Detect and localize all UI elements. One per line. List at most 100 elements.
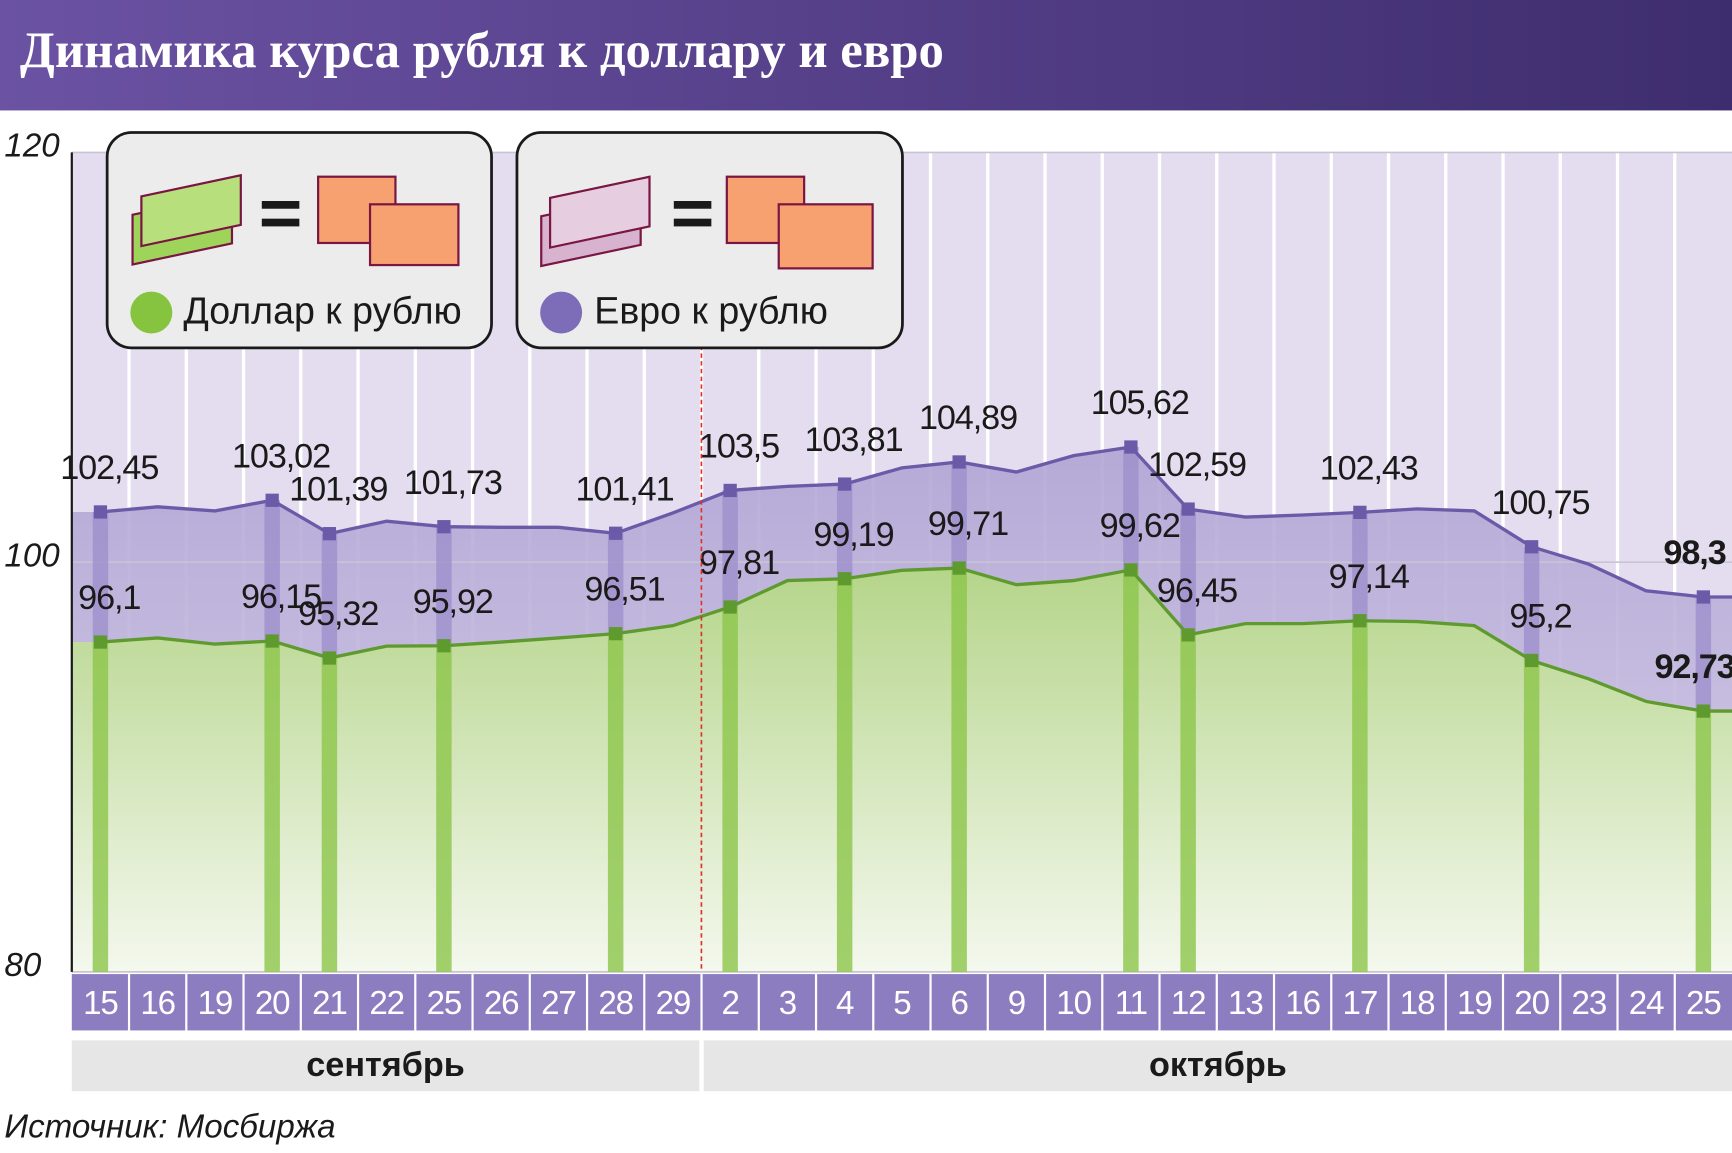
x-tick-label: 24 [1629,985,1664,1022]
month-label: сентябрь [306,1046,465,1084]
y-tick-label: 80 [4,947,41,984]
marker [1124,563,1138,577]
marker [838,477,852,491]
y-tick-label: 120 [4,128,60,165]
highlight-strip [436,526,452,646]
x-tick-label: 9 [1008,985,1025,1022]
highlight-strip [607,633,624,972]
highlight-strip [1352,620,1368,972]
highlight-strip [92,642,109,972]
marker [952,561,966,575]
value-label: 98,3 [1663,534,1725,572]
x-tick-label: 19 [198,985,233,1022]
value-label: 101,41 [575,470,673,508]
x-tick-label: 22 [369,985,404,1022]
x-tick-label: 19 [1457,985,1492,1022]
highlight-strip [264,500,280,642]
highlight-strip [607,533,624,634]
highlight-strip [321,533,338,659]
marker [838,572,852,586]
highlight-strip [92,511,109,643]
legend-swatch [540,291,583,334]
x-tick-label: 16 [140,985,175,1022]
value-label: 104,89 [919,399,1017,437]
legend: Доллар к рублю Евро к рублю [105,131,904,350]
x-tick-label: 5 [893,985,911,1022]
highlight-strip [1695,711,1712,972]
marker [1696,704,1711,718]
marker [723,600,737,614]
value-label: 103,02 [232,437,330,475]
marker [265,634,279,648]
value-label: 92,73 [1654,648,1732,686]
highlight-strip [436,645,452,972]
category-band [71,974,1732,1031]
x-tick-label: 11 [1115,985,1147,1022]
marker [322,651,337,665]
marker [609,526,623,540]
x-tick-label: 29 [656,985,691,1022]
value-label: 99,71 [928,505,1008,543]
month-band [703,1040,1732,1092]
legend-label: Евро к рублю [594,290,828,332]
highlight-strip [951,461,967,569]
x-tick-label: 10 [1056,985,1091,1022]
value-label: 102,45 [60,449,158,487]
highlight-strip [951,568,967,972]
x-tick-label: 6 [950,985,967,1022]
dollar-icon [131,173,460,267]
x-tick-label: 20 [255,985,290,1022]
x-tick-label: 16 [1285,985,1320,1022]
value-label: 103,81 [804,421,902,459]
highlight-strip [722,607,738,972]
highlight-strip [1123,569,1139,972]
value-label: 97,81 [699,544,779,582]
x-tick-label: 4 [836,985,854,1022]
marker [322,527,337,541]
highlight-strip [1352,512,1368,621]
x-tick-label: 18 [1400,985,1435,1022]
marker [1181,628,1195,642]
value-label: 95,2 [1509,598,1571,636]
marker [723,483,737,498]
highlight-strip [1523,660,1540,972]
x-tick-label: 25 [427,985,462,1022]
highlight-strip [836,484,853,579]
marker [1181,502,1195,516]
x-tick-label: 23 [1572,985,1607,1022]
marker [93,635,108,649]
highlight-strip [722,490,738,608]
marker [265,493,279,507]
value-label: 97,14 [1329,558,1410,596]
highlight-strip [1180,634,1196,972]
value-label: 101,39 [289,471,387,509]
highlight-strip [321,658,338,972]
marker [1525,653,1539,668]
marker [1124,440,1138,454]
month-band [71,1040,700,1092]
marker [1353,505,1367,519]
x-tick-label: 17 [1343,985,1378,1022]
marker [1525,540,1539,554]
highlight-strip [1523,546,1540,661]
value-label: 102,43 [1320,449,1418,487]
value-label: 96,1 [78,579,140,617]
month-label: октябрь [1149,1046,1287,1084]
marker [1353,614,1367,628]
value-label: 96,51 [584,571,664,609]
x-tick-label: 3 [779,985,796,1022]
x-tick-label: 15 [83,985,118,1022]
value-label: 101,73 [404,464,502,502]
title-bar [0,0,1732,111]
x-tick-label: 26 [484,985,519,1022]
marker [1696,590,1711,604]
euro-icon [540,175,874,270]
highlight-strip [836,578,853,972]
legend-label: Доллар к рублю [183,290,461,332]
value-label: 99,62 [1100,507,1180,545]
highlight-strip [1180,509,1196,635]
value-label: 105,62 [1091,384,1189,422]
value-label: 96,45 [1157,572,1237,610]
x-tick-label: 28 [598,985,633,1022]
